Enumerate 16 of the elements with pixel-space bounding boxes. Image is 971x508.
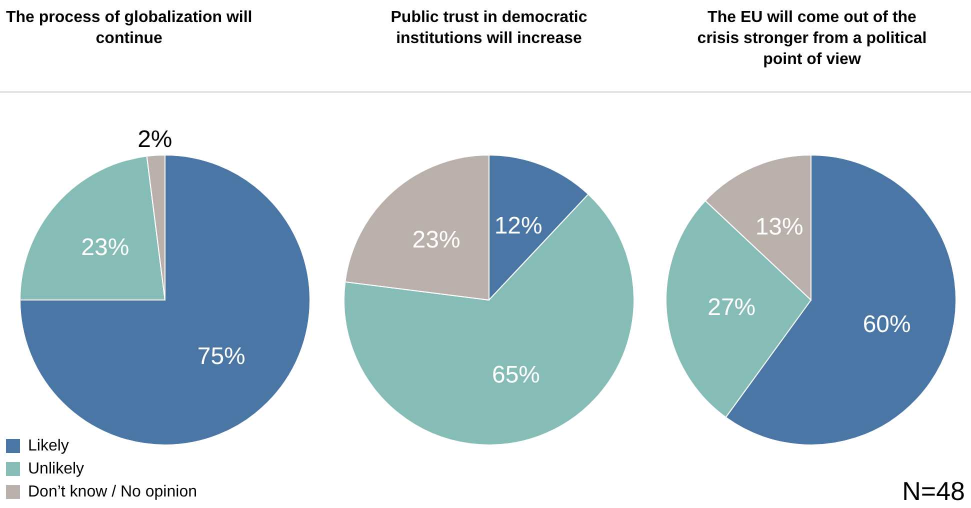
text: N=48	[902, 476, 965, 506]
chart-title: Public trust in democratic institutions will increase	[390, 9, 588, 47]
legend-label: Likely	[28, 438, 69, 454]
data-label: 27%	[708, 294, 756, 322]
data-label: 75%	[197, 342, 246, 370]
legend-label: Unlikely	[28, 460, 84, 478]
data-label: 60%	[862, 311, 911, 338]
data-label: 12%	[494, 212, 542, 240]
chart-title: The process of globalization will continue	[6, 9, 252, 47]
legend-label: Don’t know / No opinion	[28, 484, 197, 500]
data-label: 13%	[755, 213, 804, 240]
data-label: 23%	[81, 234, 130, 261]
chart-title: The EU will come out of the crisis stronger from a political point of view	[697, 9, 927, 68]
data-label: 65%	[492, 362, 540, 389]
data-label: 2%	[138, 126, 172, 153]
data-label: 23%	[412, 226, 460, 254]
